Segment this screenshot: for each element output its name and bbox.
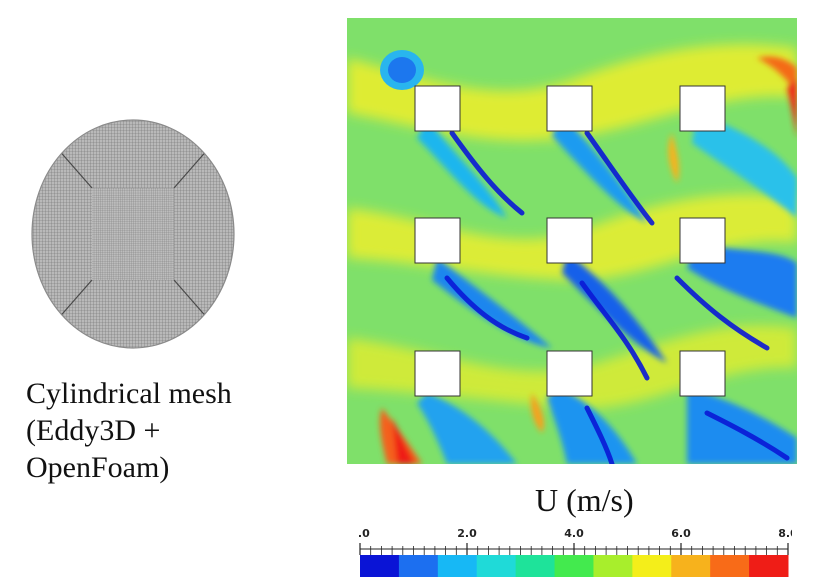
obstacle-9 [679, 350, 726, 397]
colorbar-segment [710, 555, 750, 577]
colorbar-segment [398, 555, 439, 577]
colorbar-segment [437, 555, 478, 577]
colorbar-tick-label: 6.0 [671, 527, 691, 540]
colorbar-svg: 0.0 2.0 4.0 6.0 8.0 [350, 527, 798, 577]
obstacle-4 [414, 217, 461, 264]
velocity-units-label: U (m/s) [535, 482, 634, 518]
colorbar-tick-label: 2.0 [457, 527, 477, 540]
colorbar: 0.0 2.0 4.0 6.0 8.0 [350, 525, 798, 580]
colorbar-segment [749, 555, 789, 577]
colorbar-segment [632, 555, 672, 577]
colorbar-segment [515, 555, 556, 577]
obstacle-6 [679, 217, 726, 264]
cylindrical-mesh [30, 118, 236, 350]
mesh-caption-line-1: Cylindrical mesh [26, 377, 232, 410]
colorbar-tick-label: 8.0 [778, 527, 792, 540]
mesh-caption-line-2: (Eddy3D + [26, 414, 161, 447]
obstacle-2 [546, 85, 593, 132]
obstacle-8 [546, 350, 593, 397]
velocity-field-plot [347, 18, 797, 464]
obstacle-5 [546, 217, 593, 264]
obstacle-3 [679, 85, 726, 132]
colorbar-segment [360, 555, 400, 577]
obstacle-1 [414, 85, 461, 132]
colorbar-segment [554, 555, 594, 577]
velocity-field-svg [347, 18, 797, 464]
cylindrical-mesh-svg [31, 119, 235, 349]
colorbar-tick-label: 0.0 [358, 527, 370, 540]
colorbar-segment [593, 555, 633, 577]
colorbar-segment [476, 555, 517, 577]
mesh-caption: Cylindrical mesh (Eddy3D + OpenFoam) [26, 375, 232, 486]
obstacle-7 [414, 350, 461, 397]
colorbar-tick-label: 4.0 [564, 527, 584, 540]
colorbar-segment [671, 555, 711, 577]
mesh-caption-line-3: OpenFoam) [26, 451, 170, 484]
